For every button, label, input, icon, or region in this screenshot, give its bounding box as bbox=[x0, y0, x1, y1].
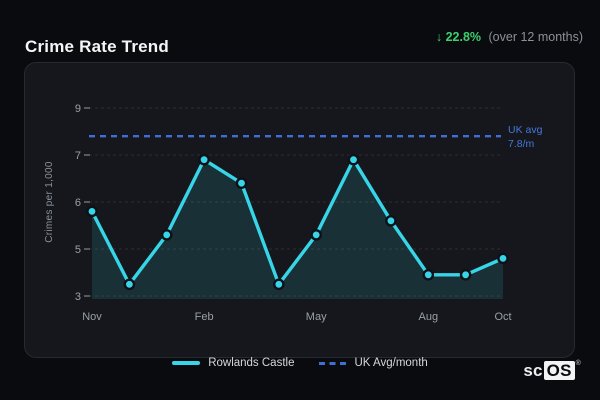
trend-period: (over 12 months) bbox=[488, 30, 583, 44]
y-axis-title: Crimes per 1,000 bbox=[44, 161, 55, 243]
data-point bbox=[86, 205, 98, 218]
y-tick-label: 5 bbox=[75, 244, 81, 256]
series-line bbox=[90, 157, 505, 287]
y-tick-label: 3 bbox=[75, 291, 81, 303]
legend-series-label: Rowlands Castle bbox=[208, 357, 295, 369]
legend-item-reference: UK Avg/month bbox=[319, 357, 428, 369]
data-point bbox=[385, 214, 397, 227]
scos-logo: sc OS ® bbox=[523, 360, 581, 381]
legend-item-series: Rowlands Castle bbox=[172, 357, 294, 369]
registered-mark: ® bbox=[575, 360, 581, 367]
data-point bbox=[160, 229, 173, 241]
uk-avg-label: UK avg bbox=[508, 124, 543, 136]
page-title: Crime Rate Trend bbox=[25, 37, 169, 57]
data-point bbox=[497, 252, 509, 265]
data-point bbox=[310, 229, 323, 241]
trend-delta: ↓ 22.8% bbox=[436, 30, 481, 44]
x-tick-label: Nov bbox=[82, 311, 102, 323]
data-point bbox=[347, 153, 360, 166]
data-point bbox=[422, 268, 435, 281]
x-tick-label: Feb bbox=[195, 311, 214, 323]
area-fill bbox=[92, 159, 503, 299]
trend-badge: ↓ 22.8% (over 12 months) bbox=[436, 30, 583, 44]
x-tick-label: Aug bbox=[419, 311, 439, 323]
data-point bbox=[235, 177, 248, 189]
chart-legend: Rowlands Castle UK Avg/month bbox=[0, 357, 600, 369]
chart-panel: 9 7 6 5 3 Crimes per 1,000 UK avg 7.8/m Nov Feb Ma… bbox=[24, 62, 575, 358]
logo-box: OS bbox=[543, 361, 575, 380]
trend-chart: 9 7 6 5 3 Crimes per 1,000 UK avg 7.8/m Nov Feb Ma… bbox=[44, 103, 543, 323]
trend-value: 22.8% bbox=[445, 30, 482, 44]
solid-line-swatch-icon bbox=[172, 361, 201, 365]
data-point bbox=[272, 278, 285, 291]
data-point bbox=[459, 268, 472, 281]
y-tick-label: 6 bbox=[75, 197, 81, 209]
y-tick-label: 9 bbox=[75, 103, 81, 115]
x-tick-label: May bbox=[306, 311, 327, 323]
data-point bbox=[198, 153, 210, 166]
logo-prefix: sc bbox=[523, 361, 543, 380]
data-point bbox=[123, 278, 136, 291]
dashed-line-swatch-icon bbox=[319, 361, 347, 365]
x-tick-label: Oct bbox=[494, 311, 511, 323]
arrow-down-icon: ↓ bbox=[435, 30, 443, 44]
y-tick-label: 7 bbox=[75, 150, 81, 162]
legend-reference-label: UK Avg/month bbox=[354, 357, 428, 369]
uk-avg-value-label: 7.8/m bbox=[508, 138, 535, 150]
